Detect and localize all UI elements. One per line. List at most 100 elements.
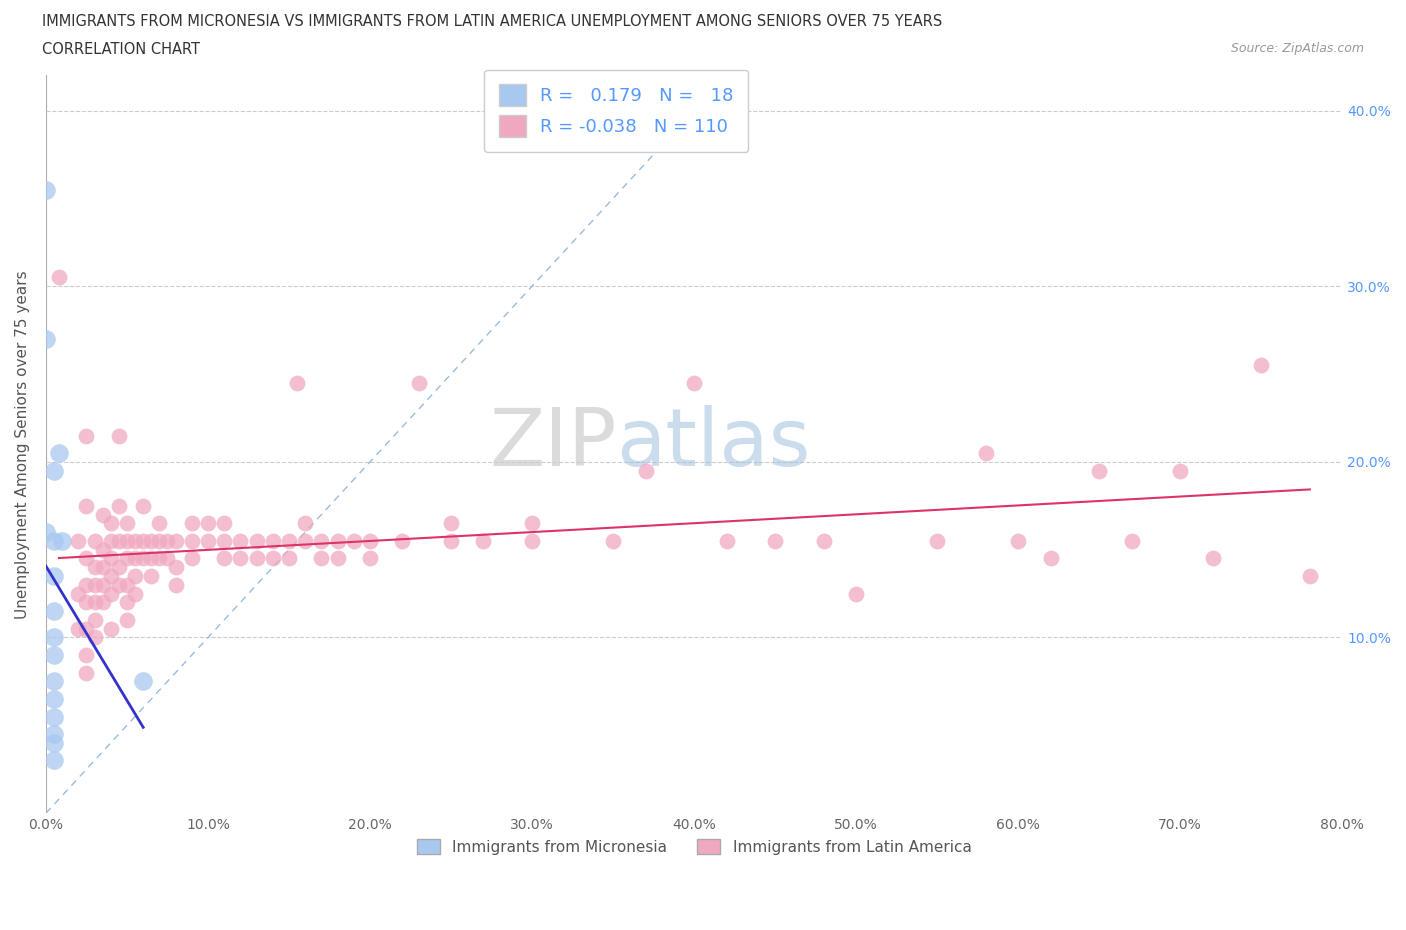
- Point: [246, 551, 269, 565]
- Point: [51, 534, 73, 549]
- Text: ZIP: ZIP: [489, 405, 616, 484]
- Point: [326, 551, 349, 565]
- Point: [76, 498, 98, 513]
- Point: [115, 534, 138, 549]
- Point: [1201, 551, 1223, 565]
- Point: [197, 516, 219, 531]
- Point: [76, 665, 98, 680]
- Point: [311, 534, 333, 549]
- Point: [48, 270, 70, 285]
- Point: [42, 692, 65, 707]
- Point: [91, 578, 114, 592]
- Point: [683, 376, 706, 391]
- Point: [246, 534, 269, 549]
- Point: [180, 551, 202, 565]
- Point: [212, 551, 235, 565]
- Point: [42, 736, 65, 751]
- Point: [408, 376, 430, 391]
- Point: [180, 534, 202, 549]
- Legend: Immigrants from Micronesia, Immigrants from Latin America: Immigrants from Micronesia, Immigrants f…: [411, 832, 977, 861]
- Point: [132, 551, 155, 565]
- Point: [76, 428, 98, 443]
- Point: [108, 534, 131, 549]
- Point: [813, 534, 835, 549]
- Point: [42, 726, 65, 741]
- Point: [165, 534, 187, 549]
- Point: [42, 604, 65, 618]
- Point: [76, 621, 98, 636]
- Point: [67, 534, 90, 549]
- Point: [100, 516, 122, 531]
- Point: [124, 586, 146, 601]
- Point: [83, 578, 105, 592]
- Point: [294, 534, 316, 549]
- Point: [83, 630, 105, 644]
- Point: [520, 516, 543, 531]
- Point: [927, 534, 949, 549]
- Point: [108, 578, 131, 592]
- Point: [76, 647, 98, 662]
- Point: [91, 542, 114, 557]
- Point: [156, 534, 179, 549]
- Point: [91, 507, 114, 522]
- Point: [359, 534, 381, 549]
- Point: [108, 428, 131, 443]
- Point: [76, 595, 98, 610]
- Point: [634, 463, 657, 478]
- Point: [76, 551, 98, 565]
- Point: [148, 516, 170, 531]
- Point: [156, 551, 179, 565]
- Point: [42, 709, 65, 724]
- Point: [141, 551, 163, 565]
- Point: [42, 647, 65, 662]
- Y-axis label: Unemployment Among Seniors over 75 years: Unemployment Among Seniors over 75 years: [15, 270, 30, 618]
- Text: atlas: atlas: [616, 405, 811, 484]
- Point: [148, 551, 170, 565]
- Point: [42, 674, 65, 689]
- Point: [124, 568, 146, 583]
- Point: [1299, 568, 1322, 583]
- Point: [278, 551, 301, 565]
- Point: [294, 516, 316, 531]
- Point: [42, 534, 65, 549]
- Point: [42, 630, 65, 644]
- Point: [197, 534, 219, 549]
- Point: [83, 560, 105, 575]
- Point: [35, 331, 58, 346]
- Point: [359, 551, 381, 565]
- Point: [91, 560, 114, 575]
- Point: [212, 516, 235, 531]
- Point: [165, 560, 187, 575]
- Point: [1039, 551, 1062, 565]
- Point: [42, 463, 65, 478]
- Point: [845, 586, 868, 601]
- Point: [326, 534, 349, 549]
- Point: [311, 551, 333, 565]
- Point: [141, 568, 163, 583]
- Point: [115, 578, 138, 592]
- Point: [343, 534, 366, 549]
- Point: [229, 534, 252, 549]
- Point: [391, 534, 413, 549]
- Point: [35, 525, 58, 539]
- Text: CORRELATION CHART: CORRELATION CHART: [42, 42, 200, 57]
- Point: [100, 568, 122, 583]
- Point: [285, 376, 308, 391]
- Point: [262, 551, 284, 565]
- Point: [83, 534, 105, 549]
- Point: [115, 551, 138, 565]
- Point: [108, 560, 131, 575]
- Point: [165, 578, 187, 592]
- Point: [472, 534, 495, 549]
- Point: [716, 534, 738, 549]
- Point: [67, 586, 90, 601]
- Text: IMMIGRANTS FROM MICRONESIA VS IMMIGRANTS FROM LATIN AMERICA UNEMPLOYMENT AMONG S: IMMIGRANTS FROM MICRONESIA VS IMMIGRANTS…: [42, 14, 942, 29]
- Point: [1168, 463, 1191, 478]
- Text: Source: ZipAtlas.com: Source: ZipAtlas.com: [1230, 42, 1364, 55]
- Point: [1088, 463, 1111, 478]
- Point: [180, 516, 202, 531]
- Point: [1121, 534, 1143, 549]
- Point: [124, 534, 146, 549]
- Point: [42, 753, 65, 768]
- Point: [974, 445, 997, 460]
